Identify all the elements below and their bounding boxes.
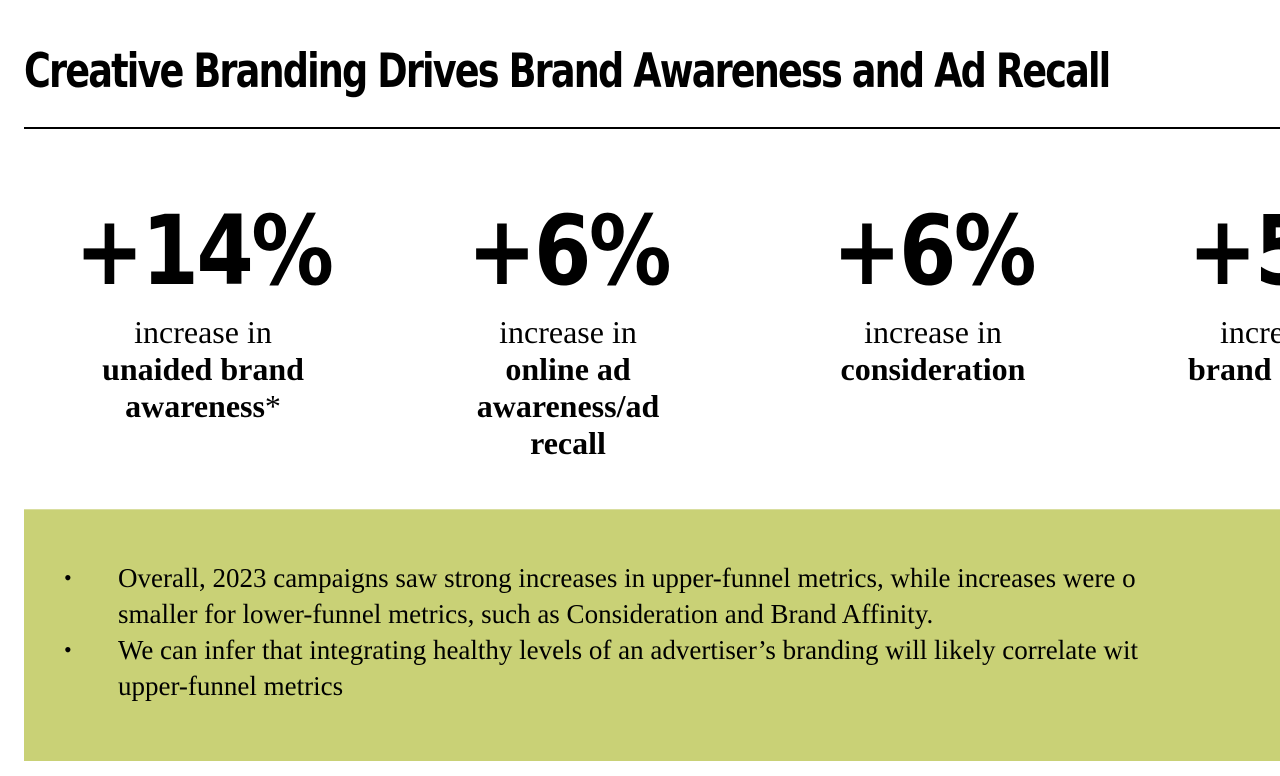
stat-caption-metric: brand (1188, 351, 1272, 387)
slide-title: Creative Branding Drives Brand Awareness… (24, 44, 1111, 99)
title-divider (24, 127, 1280, 129)
stat-caption: increase in unaided brand awareness* (53, 314, 353, 425)
stat-caption-metric: unaided brand awareness* (53, 351, 353, 425)
summary-bullet: • We can infer that integrating healthy … (0, 632, 1280, 704)
stat-caption-metric: online ad awareness/ad recall (476, 351, 660, 461)
stat-caption-metric-text: unaided brand awareness (102, 351, 304, 424)
stat-caption-metric: consideration (840, 351, 1026, 387)
footnote-mark: * (264, 388, 281, 424)
bullet-text-line: We can infer that integrating healthy le… (118, 635, 1138, 665)
bullet-text-line: Overall, 2023 campaigns saw strong incre… (118, 563, 1136, 593)
stat-brand-partial: +5 incre brand (1188, 196, 1280, 388)
stat-caption: increase in consideration (783, 314, 1083, 388)
stat-caption-lead: increase in (499, 314, 637, 350)
stat-value: +6% (467, 195, 671, 307)
bullet-icon: • (64, 565, 72, 590)
stat-caption-lead: increase in (864, 314, 1002, 350)
stat-value: +6% (832, 195, 1036, 307)
stat-online-ad-awareness: +6% increase in online ad awareness/ad r… (418, 196, 718, 462)
stat-value: +14% (74, 195, 334, 307)
summary-bullet: • Overall, 2023 campaigns saw strong inc… (0, 560, 1280, 632)
bullet-text-line: upper-funnel metrics (118, 671, 344, 701)
summary-bullet-list: • Overall, 2023 campaigns saw strong inc… (0, 560, 1280, 704)
stat-unaided-brand-awareness: +14% increase in unaided brand awareness… (53, 196, 353, 425)
stat-caption: increase in online ad awareness/ad recal… (453, 314, 683, 462)
stat-consideration: +6% increase in consideration (783, 196, 1083, 388)
bullet-text-line: smaller for lower-funnel metrics, such a… (118, 599, 934, 629)
stat-caption: incre brand (1188, 314, 1280, 388)
bullet-icon: • (64, 637, 72, 662)
stat-value: +5 (1188, 195, 1280, 307)
summary-panel (24, 509, 1280, 761)
stat-caption-lead: increase in (134, 314, 272, 350)
stat-caption-lead: incre (1220, 314, 1280, 350)
